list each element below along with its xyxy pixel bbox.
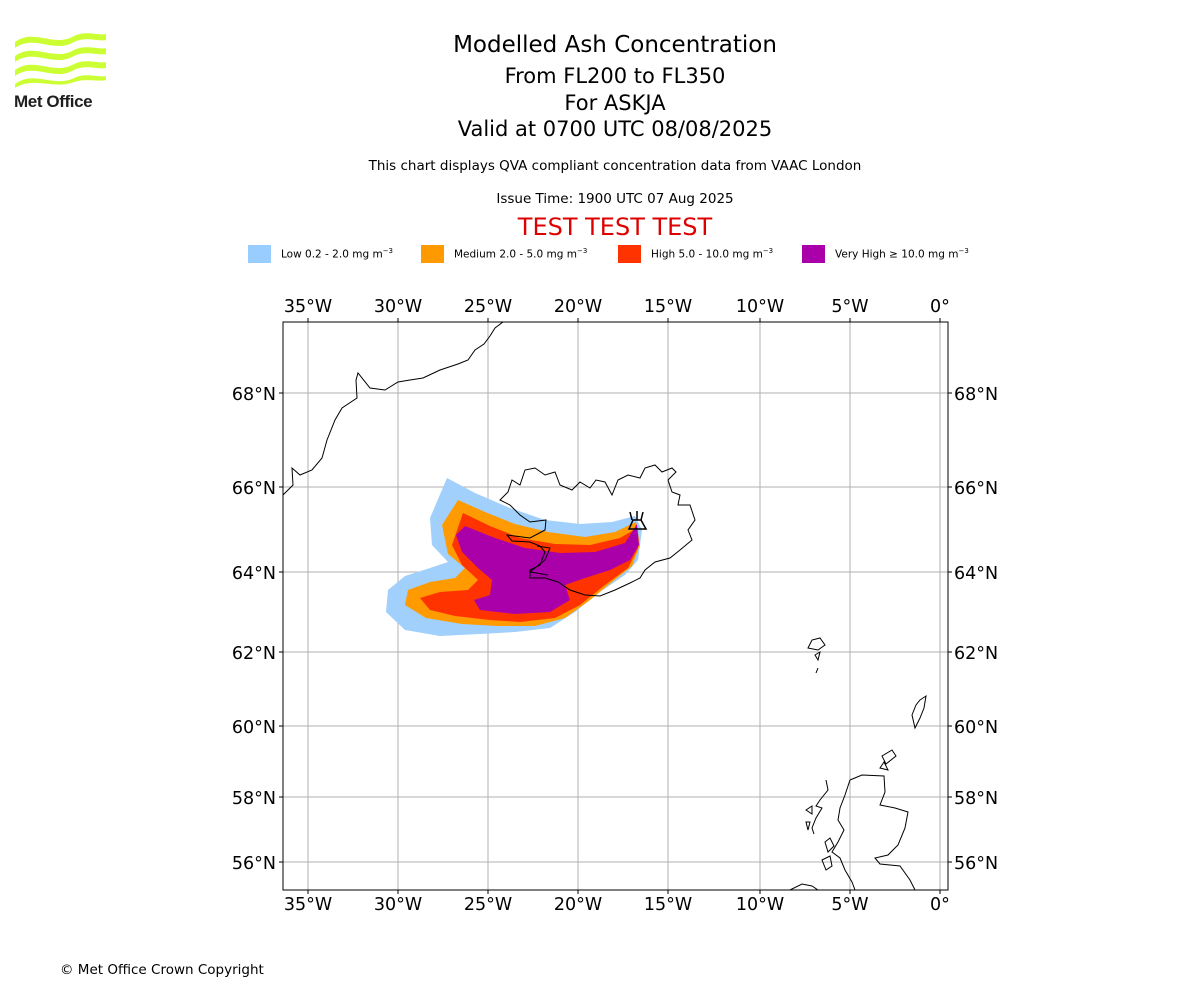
reykjanes-coast	[528, 545, 551, 576]
iceland-coast	[499, 464, 696, 597]
lon-label: 25°W	[464, 297, 512, 317]
legend-item-low: Low 0.2 - 2.0 mg m−3	[248, 244, 393, 264]
lon-label: 30°W	[374, 297, 422, 317]
legend-label-very-high: Very High ≥ 10.0 mg m−3	[835, 247, 969, 261]
scotland-coast	[849, 774, 916, 890]
coastlines	[283, 322, 927, 890]
legend-item-medium: Medium 2.0 - 5.0 mg m−3	[421, 244, 587, 264]
volcano-icon	[627, 511, 648, 530]
lat-label: 64°N	[954, 564, 998, 584]
scotland-west-coast	[831, 779, 856, 890]
map-frame	[282, 321, 949, 891]
lon-label: 5°W	[831, 895, 868, 915]
lon-label: 35°W	[284, 297, 332, 317]
lat-label: 64°N	[232, 564, 276, 584]
inner-hebrides	[789, 837, 835, 890]
lat-label: 62°N	[954, 644, 998, 664]
lon-label: 15°W	[644, 895, 692, 915]
legend-swatch-high	[618, 245, 641, 263]
logo-text: Met Office	[14, 92, 93, 111]
lat-label: 60°N	[954, 718, 998, 738]
legend-item-very-high: Very High ≥ 10.0 mg m−3	[802, 244, 969, 264]
lat-label: 68°N	[232, 385, 276, 405]
chart-description: This chart displays QVA compliant concen…	[368, 158, 862, 174]
outer-hebrides	[805, 779, 829, 835]
lat-labels-right: 68°N 66°N 64°N 62°N 60°N 58°N 56°N	[954, 385, 998, 874]
orkney	[879, 749, 897, 771]
legend-swatch-medium	[421, 245, 444, 263]
legend-label-high: High 5.0 - 10.0 mg m−3	[651, 247, 774, 261]
lon-label: 30°W	[374, 895, 422, 915]
lat-label: 58°N	[954, 789, 998, 809]
legend-item-high: High 5.0 - 10.0 mg m−3	[618, 244, 773, 264]
issue-time: Issue Time: 1900 UTC 07 Aug 2025	[496, 191, 734, 207]
map-background	[283, 322, 948, 890]
tick-marks	[279, 318, 952, 894]
lon-labels-bottom: 35°W 30°W 25°W 20°W 15°W 10°W 5°W 0°	[284, 895, 950, 915]
greenland-coast	[283, 322, 504, 496]
lon-label: 25°W	[464, 895, 512, 915]
flight-level-range: From FL200 to FL350	[504, 64, 726, 88]
lon-labels-top: 35°W 30°W 25°W 20°W 15°W 10°W 5°W 0°	[284, 297, 950, 317]
ash-region-very-high	[456, 524, 639, 614]
legend-label-medium: Medium 2.0 - 5.0 mg m−3	[454, 247, 588, 261]
lon-label: 5°W	[831, 297, 868, 317]
lat-label: 66°N	[954, 479, 998, 499]
met-office-waves-icon	[15, 33, 106, 88]
faroe-islands	[807, 637, 826, 674]
met-office-logo: Met Office	[14, 30, 109, 112]
test-banner: TEST TEST TEST	[517, 213, 713, 241]
shetland	[911, 694, 927, 730]
lat-label: 56°N	[232, 854, 276, 874]
lat-label: 62°N	[232, 644, 276, 664]
lat-label: 58°N	[232, 789, 276, 809]
lon-label: 0°	[930, 895, 950, 915]
lon-label: 15°W	[644, 297, 692, 317]
copyright-notice: © Met Office Crown Copyright	[60, 962, 264, 978]
chart-title: Modelled Ash Concentration	[453, 32, 777, 58]
legend-swatch-low	[248, 245, 271, 263]
lat-label: 60°N	[232, 718, 276, 738]
lat-label: 56°N	[954, 854, 998, 874]
lon-label: 10°W	[736, 895, 784, 915]
legend-swatch-very-high	[802, 245, 825, 263]
lon-label: 35°W	[284, 895, 332, 915]
legend-label-low: Low 0.2 - 2.0 mg m−3	[281, 247, 394, 261]
lon-label: 20°W	[554, 895, 602, 915]
lon-label: 20°W	[554, 297, 602, 317]
lon-label: 10°W	[736, 297, 784, 317]
valid-time: Valid at 0700 UTC 08/08/2025	[457, 117, 773, 141]
volcano-name: For ASKJA	[564, 91, 666, 115]
lat-label: 68°N	[954, 385, 998, 405]
lon-label: 0°	[930, 297, 950, 317]
lat-label: 66°N	[232, 479, 276, 499]
lat-labels-left: 68°N 66°N 64°N 62°N 60°N 58°N 56°N	[232, 385, 276, 874]
